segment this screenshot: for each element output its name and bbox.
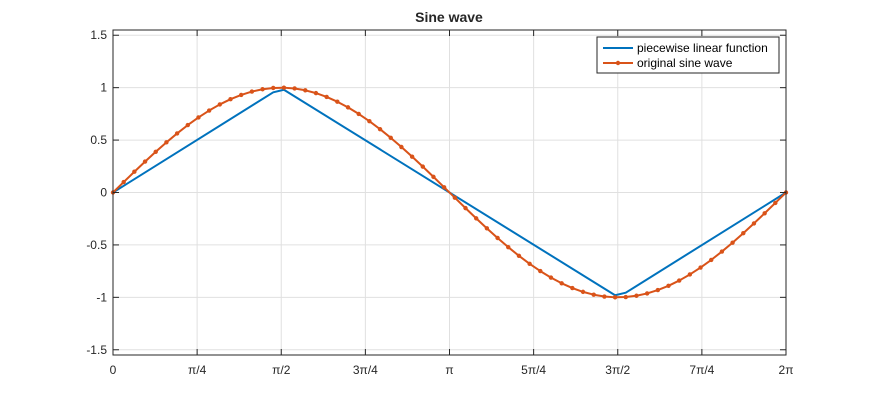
y-tick-label: 1 — [100, 81, 107, 95]
series-point — [121, 179, 126, 185]
series-point — [431, 174, 436, 180]
legend-marker — [615, 60, 621, 66]
series-point — [164, 140, 169, 145]
series-point — [591, 292, 596, 297]
x-tick-label: 5π/4 — [521, 363, 546, 377]
series-point — [730, 240, 735, 245]
series-point — [228, 97, 233, 102]
series-point — [538, 268, 543, 274]
x-tick-label: 0 — [110, 363, 117, 377]
series-point — [303, 88, 308, 93]
y-tick-label: -1 — [96, 290, 107, 304]
x-tick-label: π — [445, 363, 453, 377]
series-point — [249, 89, 255, 94]
series-point — [644, 291, 650, 296]
series-line-1 — [112, 86, 787, 299]
series-point — [463, 205, 468, 211]
x-tick-label: π/4 — [188, 363, 207, 377]
series-point — [153, 149, 158, 154]
series-point — [623, 294, 628, 300]
x-tick-label: 2π — [779, 363, 794, 377]
series-point — [271, 85, 276, 91]
series-point — [474, 216, 479, 221]
y-tick-label: -1.5 — [86, 343, 107, 357]
series-point — [238, 92, 244, 98]
series-point — [281, 85, 287, 90]
x-tick-label: π/2 — [272, 363, 291, 377]
y-tick-label: 1.5 — [90, 28, 107, 42]
series-point — [527, 261, 532, 267]
y-tick-label: 0.5 — [90, 133, 107, 147]
series-point — [260, 87, 265, 92]
legend-entry: original sine wave — [637, 56, 733, 70]
legend-entry: piecewise linear function — [637, 41, 768, 55]
legend-box — [596, 36, 780, 74]
y-tick-label: -0.5 — [86, 238, 107, 252]
series-point — [495, 235, 500, 241]
series-point — [185, 122, 190, 128]
series-point — [345, 105, 351, 110]
series-point — [709, 257, 714, 263]
series-point — [612, 295, 618, 300]
series-point — [773, 200, 778, 206]
series-point — [484, 226, 490, 231]
series-point — [217, 102, 223, 107]
series-point — [634, 293, 639, 298]
series-point — [548, 275, 554, 280]
series-point — [420, 164, 425, 169]
y-tick-label: 0 — [100, 186, 107, 200]
series-point — [698, 265, 703, 270]
series-point — [196, 115, 201, 120]
x-tick-label: 3π/4 — [353, 363, 378, 377]
series-point — [452, 195, 458, 200]
axis-ticks: 0 π/4 π/2 3π/4 π 5π/4 3π/2 7π/4 2π 1.5 1 0.5 0 -0.5 -1… — [86, 28, 793, 377]
series-point — [570, 285, 575, 291]
series-point — [666, 283, 671, 288]
series-point — [132, 169, 137, 174]
series-point — [335, 99, 340, 104]
series-point — [377, 126, 383, 132]
series-point — [762, 211, 767, 216]
series-point — [313, 90, 319, 96]
series-point — [676, 278, 682, 283]
series-point — [324, 94, 329, 100]
series-point — [142, 159, 148, 164]
series-point — [580, 289, 586, 295]
series-point — [367, 118, 372, 124]
series-point — [516, 253, 522, 259]
chart-title: Sine wave — [415, 9, 483, 25]
series-point — [388, 135, 393, 141]
x-tick-label: 7π/4 — [689, 363, 714, 377]
series-point — [506, 244, 511, 250]
series-point — [441, 185, 447, 190]
series-point — [174, 131, 180, 136]
series-point — [206, 108, 212, 113]
x-tick-label: 3π/2 — [605, 363, 630, 377]
series-point — [602, 294, 607, 299]
series-point — [687, 272, 693, 277]
series-point — [292, 86, 297, 91]
series-point — [655, 287, 661, 293]
series-point — [409, 154, 415, 159]
series-point — [719, 249, 725, 254]
series-point — [356, 111, 361, 117]
series-point — [741, 231, 746, 236]
series-point — [559, 281, 564, 286]
series-point — [751, 221, 757, 226]
series-point — [399, 144, 404, 150]
